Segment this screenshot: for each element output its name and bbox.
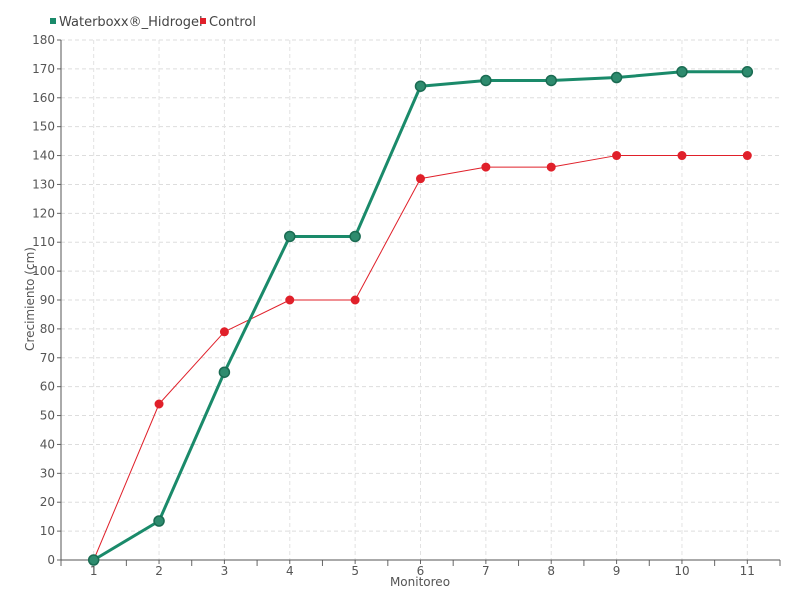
data-point-control[interactable] <box>285 295 295 305</box>
data-point-control[interactable] <box>219 327 229 337</box>
y-tick-label: 70 <box>40 351 55 365</box>
y-tick-label: 80 <box>40 322 55 336</box>
x-tick-label: 9 <box>613 564 621 578</box>
x-tick-label: 1 <box>90 564 98 578</box>
y-tick-label: 90 <box>40 293 55 307</box>
x-tick-label: 6 <box>417 564 425 578</box>
x-tick-label: 4 <box>286 564 294 578</box>
data-point-control[interactable] <box>481 162 491 172</box>
grid <box>61 39 780 560</box>
legend-swatch-waterboxx <box>50 18 56 24</box>
y-tick-label: 180 <box>32 33 55 47</box>
data-point-waterboxx[interactable] <box>480 74 492 87</box>
data-point-control[interactable] <box>677 151 687 161</box>
data-point-control[interactable] <box>612 151 622 161</box>
y-tick-label: 10 <box>40 524 55 538</box>
data-point-waterboxx[interactable] <box>414 80 427 92</box>
y-tick-label: 30 <box>40 466 55 480</box>
y-tick-label: 150 <box>32 120 55 134</box>
data-point-control[interactable] <box>350 295 360 305</box>
data-point-control[interactable] <box>154 399 164 409</box>
y-tick-label: 120 <box>32 206 55 220</box>
y-tick-label: 100 <box>32 264 55 278</box>
x-tick-label: 5 <box>351 564 359 578</box>
y-tick-label: 0 <box>47 553 55 567</box>
y-tick-label: 20 <box>40 495 55 509</box>
y-tick-label: 140 <box>32 149 55 163</box>
x-tick-label: 8 <box>547 564 555 578</box>
data-point-waterboxx[interactable] <box>610 71 623 84</box>
legend-label-waterboxx[interactable]: Waterboxx®_Hidrogel <box>59 15 203 30</box>
x-tick-label: 7 <box>482 564 490 578</box>
x-tick-label: 11 <box>740 564 755 578</box>
y-tick-label: 160 <box>32 91 55 105</box>
data-point-control[interactable] <box>546 162 556 172</box>
x-tick-label: 3 <box>221 564 229 578</box>
y-tick-label: 50 <box>40 409 55 423</box>
y-tick-label: 130 <box>32 177 55 191</box>
x-tick-label: 10 <box>674 564 689 578</box>
data-point-waterboxx[interactable] <box>741 66 754 78</box>
y-axis-title: Crecimiento (cm) <box>23 247 37 351</box>
data-point-control[interactable] <box>742 151 752 161</box>
data-point-waterboxx[interactable] <box>284 230 296 243</box>
x-tick-label: 2 <box>155 564 163 578</box>
data-point-waterboxx[interactable] <box>87 554 100 566</box>
axes <box>57 39 781 566</box>
data-point-waterboxx[interactable] <box>545 74 557 87</box>
data-point-waterboxx[interactable] <box>676 66 688 78</box>
legend: Waterboxx®_Hidrogel Control <box>50 15 256 30</box>
legend-label-control[interactable]: Control <box>209 15 256 30</box>
data-point-waterboxx[interactable] <box>153 515 165 527</box>
data-point-waterboxx[interactable] <box>349 230 361 243</box>
y-tick-label: 60 <box>40 380 55 394</box>
x-axis-title: Monitoreo <box>390 575 450 589</box>
data-point-waterboxx[interactable] <box>218 366 231 378</box>
series <box>87 66 754 566</box>
y-tick-label: 110 <box>32 235 55 249</box>
legend-swatch-control <box>200 18 206 24</box>
y-tick-label: 170 <box>32 62 55 76</box>
y-tick-label: 40 <box>40 437 55 451</box>
data-point-control[interactable] <box>416 174 425 184</box>
tick-labels: 0102030405060708090100110120130140150160… <box>32 33 755 578</box>
